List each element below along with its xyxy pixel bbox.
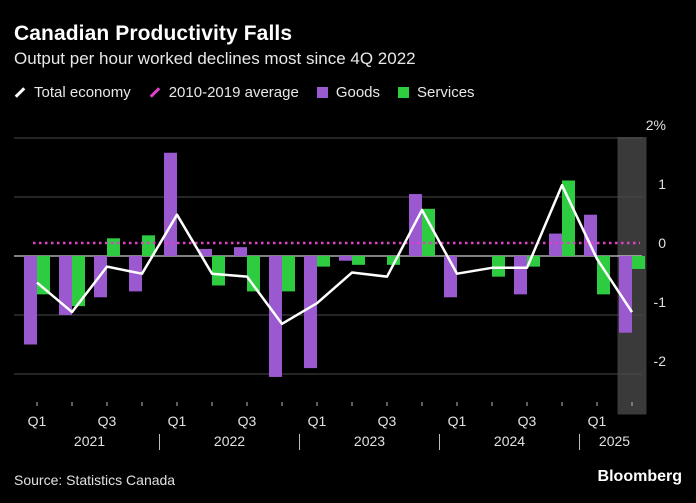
x-quarter-label: Q1	[448, 413, 467, 429]
x-quarter-label: Q1	[308, 413, 327, 429]
services-bar	[212, 256, 225, 286]
legend-item-average: 2010-2019 average	[149, 84, 299, 101]
goods-bar	[199, 248, 212, 256]
legend-label: Total economy	[34, 84, 131, 101]
x-year-label: 2021	[74, 433, 105, 449]
legend-item-services: Services	[398, 84, 475, 101]
services-bar	[492, 256, 505, 277]
legend: Total economy 2010-2019 average Goods Se…	[14, 84, 493, 101]
x-year-label: 2025	[599, 433, 630, 449]
services-bar	[107, 238, 120, 256]
x-year-label: 2023	[354, 433, 385, 449]
services-bar	[72, 256, 85, 307]
source-note: Source: Statistics Canada	[14, 472, 176, 488]
goods-bar	[514, 256, 527, 295]
services-bar	[562, 180, 575, 256]
services-bar	[632, 256, 645, 269]
x-year-label: 2022	[214, 433, 245, 449]
x-quarter-label: Q3	[378, 413, 397, 429]
y-tick-label: 2%	[646, 117, 666, 133]
y-tick-label: 0	[658, 235, 666, 251]
goods-bar	[129, 256, 142, 292]
x-quarter-label: Q1	[168, 413, 187, 429]
services-bar	[387, 256, 400, 265]
goods-bar	[59, 256, 72, 315]
y-tick-label: -2	[654, 353, 667, 369]
x-quarter-label: Q3	[98, 413, 117, 429]
services-bar	[317, 256, 330, 267]
x-year-label: 2024	[494, 433, 525, 449]
chart-title: Canadian Productivity Falls	[14, 22, 293, 45]
legend-square-icon	[316, 87, 328, 98]
x-quarter-label: Q1	[28, 413, 47, 429]
legend-label: Goods	[335, 84, 381, 101]
services-bar	[352, 256, 365, 265]
services-bar	[142, 235, 155, 256]
y-tick-label: 1	[658, 176, 666, 192]
goods-bar	[549, 233, 562, 256]
legend-label: Services	[417, 84, 475, 101]
brand-logo: Bloomberg	[597, 468, 682, 485]
y-tick-label: -1	[654, 294, 667, 310]
services-bar	[527, 256, 540, 267]
goods-bar	[619, 256, 632, 333]
goods-bar	[234, 247, 247, 256]
goods-bar	[339, 256, 352, 261]
legend-item-goods: Goods	[316, 84, 381, 101]
goods-bar	[584, 214, 597, 256]
x-quarter-label: Q1	[588, 413, 607, 429]
x-quarter-label: Q3	[518, 413, 537, 429]
goods-bar	[164, 152, 177, 256]
legend-label: 2010-2019 average	[168, 84, 299, 101]
x-quarter-label: Q3	[238, 413, 257, 429]
goods-bar	[304, 256, 317, 369]
legend-square-icon	[398, 87, 410, 98]
total-economy-line	[36, 183, 634, 326]
services-bar	[282, 256, 295, 292]
goods-bar	[24, 256, 37, 345]
chart-subtitle: Output per hour worked declines most sin…	[14, 49, 416, 68]
legend-item-total-economy: Total economy	[14, 84, 131, 101]
